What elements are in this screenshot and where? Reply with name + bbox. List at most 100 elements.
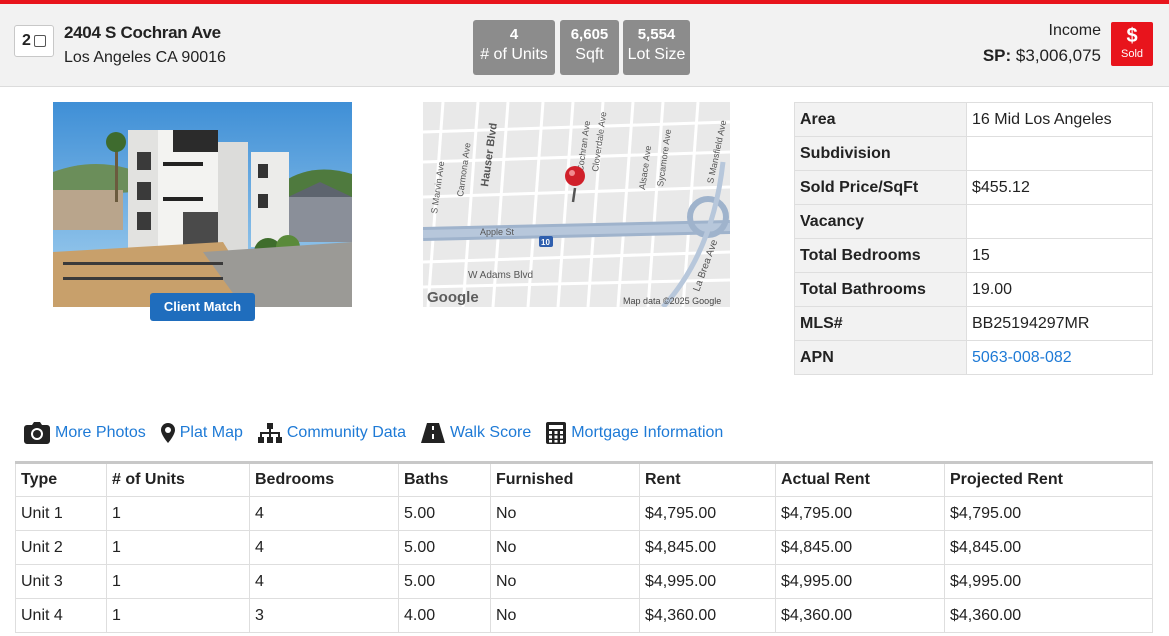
cell-projected-rent: $4,845.00 bbox=[944, 530, 1153, 565]
sold-price: SP: $3,006,075 bbox=[983, 46, 1101, 66]
detail-value: 15 bbox=[966, 238, 1153, 273]
google-logo: Google bbox=[427, 289, 479, 306]
cell-baths: 5.00 bbox=[398, 496, 491, 531]
more-photos-label: More Photos bbox=[55, 424, 146, 441]
map-pin-icon bbox=[565, 166, 585, 203]
property-photo[interactable] bbox=[53, 102, 352, 307]
map-marker-icon bbox=[160, 423, 175, 443]
property-type: Income bbox=[1048, 22, 1101, 39]
city-state-zip: Los Angeles CA 90016 bbox=[64, 49, 226, 66]
sitemap-icon bbox=[257, 423, 282, 443]
community-data-label: Community Data bbox=[286, 424, 407, 441]
status-label: Sold bbox=[1120, 48, 1144, 60]
cell-furnished: No bbox=[490, 496, 640, 531]
stat-sqft: 6,605 Sqft bbox=[560, 20, 619, 75]
detail-row: APN 5063-008-082 bbox=[794, 340, 1153, 375]
property-details-table: Area 16 Mid Los Angeles Subdivision Sold … bbox=[794, 102, 1153, 375]
column-header-projected-rent: Projected Rent bbox=[944, 462, 1153, 497]
listing-checkbox[interactable] bbox=[33, 35, 46, 47]
cell-furnished: No bbox=[490, 530, 640, 565]
column-header-type: Type bbox=[15, 462, 107, 497]
detail-row: Subdivision bbox=[794, 136, 1153, 171]
stat-units-value: 4 bbox=[509, 26, 519, 43]
column-header-baths: Baths bbox=[398, 462, 491, 497]
table-row: Unit 3 1 4 5.00 No $4,995.00 $4,995.00 $… bbox=[15, 564, 1153, 599]
detail-value: 19.00 bbox=[966, 272, 1153, 307]
cell-type: Unit 4 bbox=[15, 598, 107, 633]
community-data-link[interactable]: Community Data bbox=[257, 423, 407, 443]
column-header-rent: Rent bbox=[639, 462, 776, 497]
cell-actual-rent: $4,845.00 bbox=[775, 530, 945, 565]
stat-lot-label: Lot Size bbox=[627, 46, 686, 63]
cell-type: Unit 1 bbox=[15, 496, 107, 531]
listing-index: 2 bbox=[22, 32, 31, 49]
calculator-icon bbox=[546, 422, 567, 444]
location-map[interactable]: S Marvin Ave Carmona Ave Hauser Blvd Coc… bbox=[423, 102, 730, 307]
cell-type: Unit 2 bbox=[15, 530, 107, 565]
table-row: Unit 1 1 4 5.00 No $4,795.00 $4,795.00 $… bbox=[15, 496, 1153, 531]
detail-label: Total Bedrooms bbox=[794, 238, 967, 273]
cell-actual-rent: $4,360.00 bbox=[775, 598, 945, 633]
sold-price-value: $3,006,075 bbox=[1015, 46, 1101, 65]
cell-units: 1 bbox=[106, 598, 250, 633]
detail-label: APN bbox=[794, 340, 967, 375]
plat-map-link[interactable]: Plat Map bbox=[160, 423, 243, 443]
cell-units: 1 bbox=[106, 530, 250, 565]
detail-label: MLS# bbox=[794, 306, 967, 341]
apn-link[interactable]: 5063-008-082 bbox=[972, 348, 1072, 366]
cell-projected-rent: $4,795.00 bbox=[944, 496, 1153, 531]
listing-header: 2 2404 S Cochran Ave Los Angeles CA 9001… bbox=[0, 4, 1169, 87]
column-header-actual-rent: Actual Rent bbox=[775, 462, 945, 497]
camera-icon bbox=[24, 422, 50, 444]
cell-baths: 5.00 bbox=[398, 564, 491, 599]
cell-units: 1 bbox=[106, 496, 250, 531]
action-links: More Photos Plat Map Community Data Walk… bbox=[24, 420, 738, 446]
unit-mix-table: Type # of Units Bedrooms Baths Furnished… bbox=[15, 461, 1153, 633]
detail-row: Vacancy bbox=[794, 204, 1153, 239]
column-header-bedrooms: Bedrooms bbox=[249, 462, 399, 497]
street-label-adams: W Adams Blvd bbox=[468, 270, 533, 281]
road-icon bbox=[421, 423, 446, 443]
detail-value: $455.12 bbox=[966, 170, 1153, 205]
map-image: S Marvin Ave Carmona Ave Hauser Blvd Coc… bbox=[423, 102, 730, 307]
stat-sqft-label: Sqft bbox=[575, 46, 604, 63]
mortgage-info-link[interactable]: Mortgage Information bbox=[546, 422, 723, 444]
cell-furnished: No bbox=[490, 598, 640, 633]
detail-label: Sold Price/SqFt bbox=[794, 170, 967, 205]
cell-rent: $4,795.00 bbox=[639, 496, 776, 531]
cell-actual-rent: $4,995.00 bbox=[775, 564, 945, 599]
cell-bedrooms: 4 bbox=[249, 530, 399, 565]
column-header-units: # of Units bbox=[106, 462, 250, 497]
top-accent-bar bbox=[0, 0, 1169, 4]
walk-score-link[interactable]: Walk Score bbox=[421, 423, 531, 443]
mortgage-info-label: Mortgage Information bbox=[571, 424, 724, 441]
detail-value: 16 Mid Los Angeles bbox=[966, 102, 1153, 137]
detail-label: Area bbox=[794, 102, 967, 137]
listing-select[interactable]: 2 bbox=[14, 25, 54, 57]
client-match-button[interactable]: Client Match bbox=[150, 293, 255, 321]
stat-units-label: # of Units bbox=[480, 46, 548, 63]
property-photo-image bbox=[53, 102, 352, 307]
street-address[interactable]: 2404 S Cochran Ave bbox=[64, 23, 221, 42]
detail-label: Vacancy bbox=[794, 204, 967, 239]
cell-bedrooms: 4 bbox=[249, 564, 399, 599]
freeway-shield-label: 10 bbox=[541, 238, 550, 247]
table-row: Unit 4 1 3 4.00 No $4,360.00 $4,360.00 $… bbox=[15, 598, 1153, 633]
walk-score-label: Walk Score bbox=[450, 424, 532, 441]
detail-label: Subdivision bbox=[794, 136, 967, 171]
detail-label: Total Bathrooms bbox=[794, 272, 967, 307]
cell-furnished: No bbox=[490, 564, 640, 599]
cell-projected-rent: $4,995.00 bbox=[944, 564, 1153, 599]
cell-projected-rent: $4,360.00 bbox=[944, 598, 1153, 633]
street-label-apple: Apple St bbox=[480, 227, 515, 237]
cell-rent: $4,845.00 bbox=[639, 530, 776, 565]
cell-baths: 4.00 bbox=[398, 598, 491, 633]
more-photos-link[interactable]: More Photos bbox=[24, 422, 146, 444]
column-header-furnished: Furnished bbox=[490, 462, 640, 497]
cell-actual-rent: $4,795.00 bbox=[775, 496, 945, 531]
plat-map-label: Plat Map bbox=[179, 424, 243, 441]
stat-lot-value: 5,554 bbox=[637, 26, 676, 43]
detail-value: 5063-008-082 bbox=[966, 340, 1153, 375]
table-header-row: Type # of Units Bedrooms Baths Furnished… bbox=[15, 462, 1153, 497]
detail-value bbox=[966, 136, 1153, 171]
